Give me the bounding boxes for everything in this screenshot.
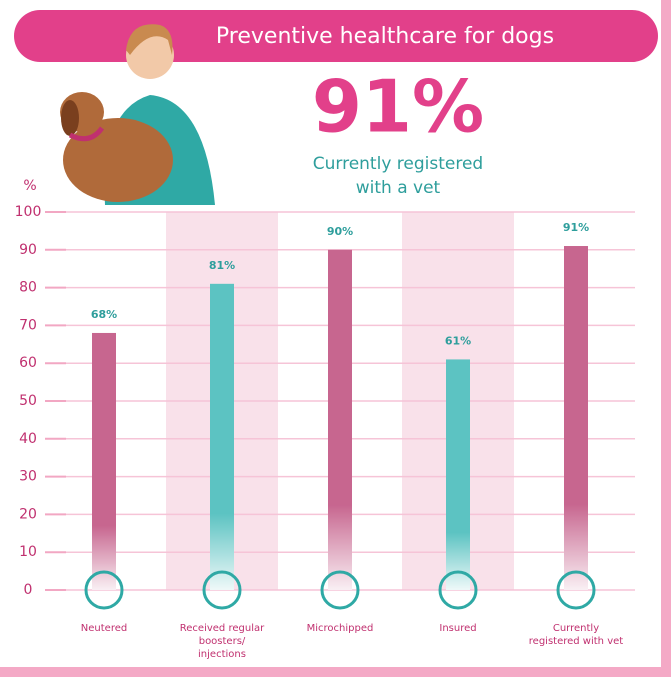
y-tick-label: 40 [19,431,37,447]
x-tick-label: Currently registered with vet [528,623,624,647]
y-tick-label: 50 [19,393,37,409]
bar-fade [564,246,588,590]
y-tick-label: 90 [19,242,37,258]
title-banner [14,10,658,62]
y-tick-label: 30 [19,469,37,485]
frame [661,0,671,677]
icon [556,570,596,610]
value-label: 90% [327,225,353,238]
x-tick-label: Microchipped [306,623,374,634]
y-tick-label: 0 [24,582,33,598]
value-label: 81% [209,259,235,272]
y-tick-label: 70 [19,317,37,333]
y-tick-label: 10 [19,544,37,560]
highlight-caption: with a vet [356,178,441,198]
icon [438,570,478,610]
y-tick-label: 60 [19,355,37,371]
bar-fade [328,249,352,591]
frame [0,667,671,677]
value-label: 91% [563,221,589,234]
icon [202,570,242,610]
bar-fade [92,332,116,590]
y-tick-label: 20 [19,506,37,522]
icon [84,570,124,610]
x-tick-label: Neutered [80,623,128,634]
bar-fade [446,359,470,590]
highlight-value: 91% [312,65,484,149]
y-axis-label: % [23,178,36,194]
value-label: 61% [445,334,471,347]
x-tick-label: Insured [439,623,477,634]
highlight-caption: Currently registered [313,154,483,174]
bar-fade [210,283,234,590]
chart-title: Preventive healthcare for dogs [216,24,554,49]
x-tick-label: Received regular boosters/ injections [179,623,265,660]
illustration [60,24,215,205]
y-tick-label: 80 [19,280,37,296]
y-tick-label: 100 [15,204,42,220]
value-label: 68% [91,308,117,321]
icon [320,570,360,610]
